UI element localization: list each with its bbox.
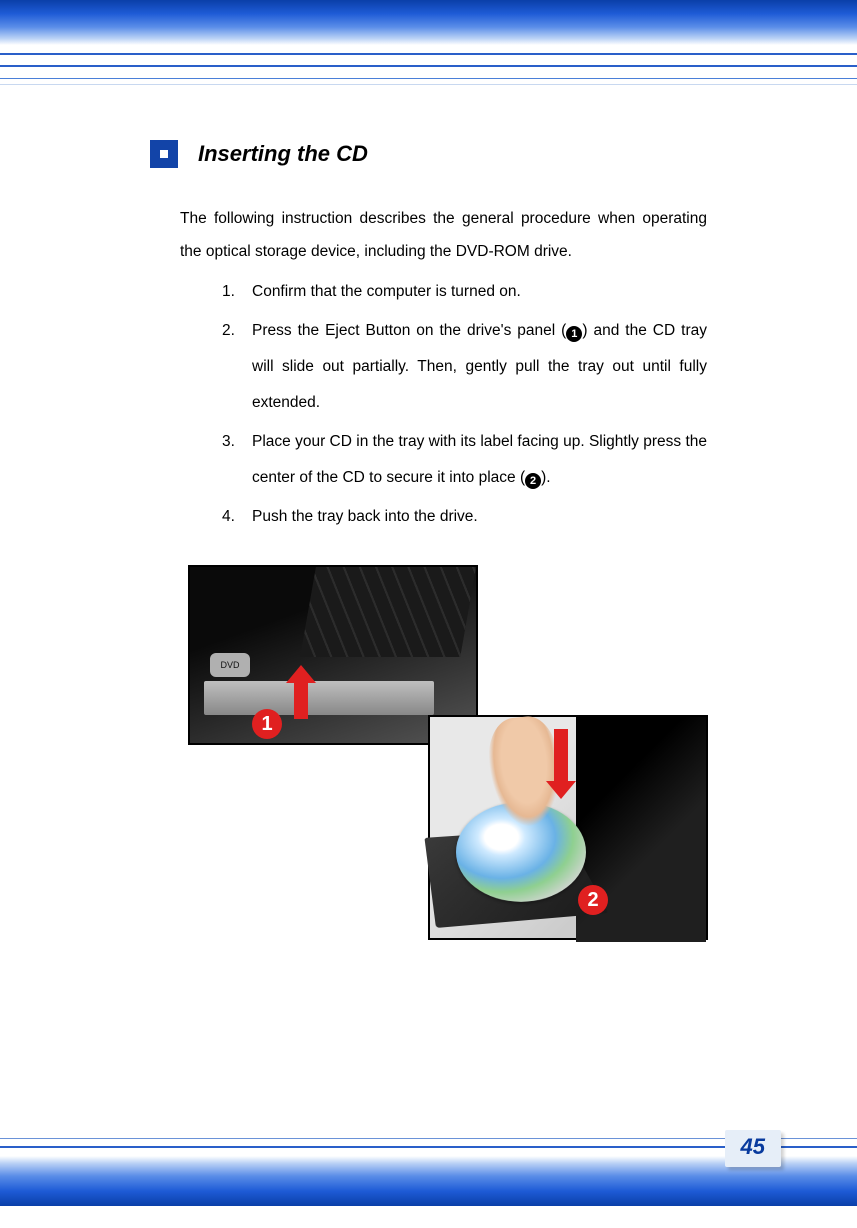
callout-one-inline-icon: 1 xyxy=(566,326,582,342)
callout-badge-two: 2 xyxy=(578,885,608,915)
figures-area: DVD 1 2 xyxy=(188,565,707,985)
step-1: Confirm that the computer is turned on. xyxy=(222,274,707,310)
section-heading: Inserting the CD xyxy=(150,140,707,168)
page-content: Inserting the CD The following instructi… xyxy=(0,110,857,985)
arrow-down-icon xyxy=(554,729,568,785)
arrow-up-icon xyxy=(294,679,308,719)
callout-two-inline-icon: 2 xyxy=(525,473,541,489)
figure-press-cd: 2 xyxy=(428,715,708,940)
step-3-text-b: ). xyxy=(541,469,550,486)
step-4: Push the tray back into the drive. xyxy=(222,499,707,535)
intro-paragraph: The following instruction describes the … xyxy=(180,203,707,268)
header-rule-lines xyxy=(0,45,857,75)
header-banner xyxy=(0,0,857,110)
steps-list: Confirm that the computer is turned on. … xyxy=(180,274,707,535)
footer-banner: 45 xyxy=(0,1138,857,1228)
step-2: Press the Eject Button on the drive's pa… xyxy=(222,313,707,422)
figure-1-keyboard xyxy=(300,567,476,657)
step-3-text-a: Place your CD in the tray with its label… xyxy=(252,433,707,486)
step-2-text-a: Press the Eject Button on the drive's pa… xyxy=(252,322,566,339)
header-rule-line xyxy=(0,78,857,79)
callout-badge-one: 1 xyxy=(252,709,282,739)
page-number: 45 xyxy=(725,1130,781,1167)
figure-1-drive-panel xyxy=(204,681,434,715)
section-title: Inserting the CD xyxy=(198,141,368,167)
square-bullet-icon xyxy=(150,140,178,168)
dvd-logo-icon: DVD xyxy=(210,653,250,677)
header-gradient xyxy=(0,0,857,45)
step-3: Place your CD in the tray with its label… xyxy=(222,424,707,497)
